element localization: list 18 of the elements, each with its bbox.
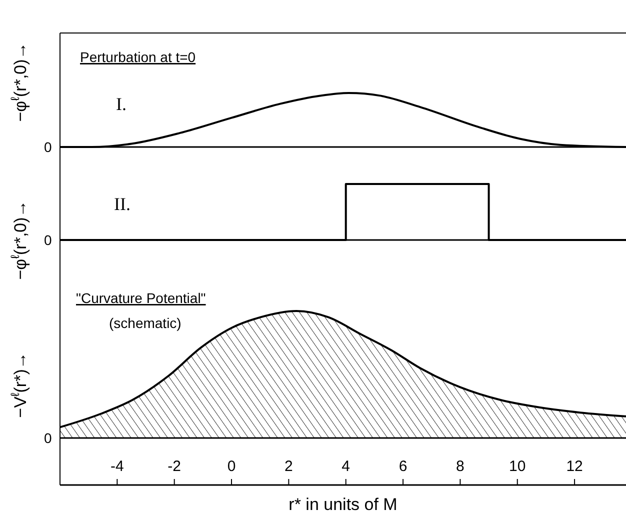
x-tick-label: 4 <box>342 458 350 475</box>
x-axis-title: r* in units of M <box>288 495 398 514</box>
x-tick-label: 8 <box>456 458 464 475</box>
x-tick-label: 10 <box>509 458 526 475</box>
annotation: II. <box>114 194 130 214</box>
annotation: I. <box>116 94 126 114</box>
x-tick-label: 2 <box>284 458 293 475</box>
x-tick-label: -4 <box>110 458 124 475</box>
text: 0 <box>44 232 52 248</box>
x-tick-label: 6 <box>398 458 408 475</box>
text: 0 <box>44 430 52 446</box>
text: 0 <box>44 139 52 155</box>
annotation: (schematic) <box>109 315 182 331</box>
text: Perturbation at t=0 <box>80 49 196 65</box>
x-tick-label: 12 <box>566 458 583 475</box>
x-tick-label: -2 <box>168 458 182 475</box>
text: "Curvature Potential" <box>76 290 206 306</box>
x-tick-label: 0 <box>227 458 236 475</box>
